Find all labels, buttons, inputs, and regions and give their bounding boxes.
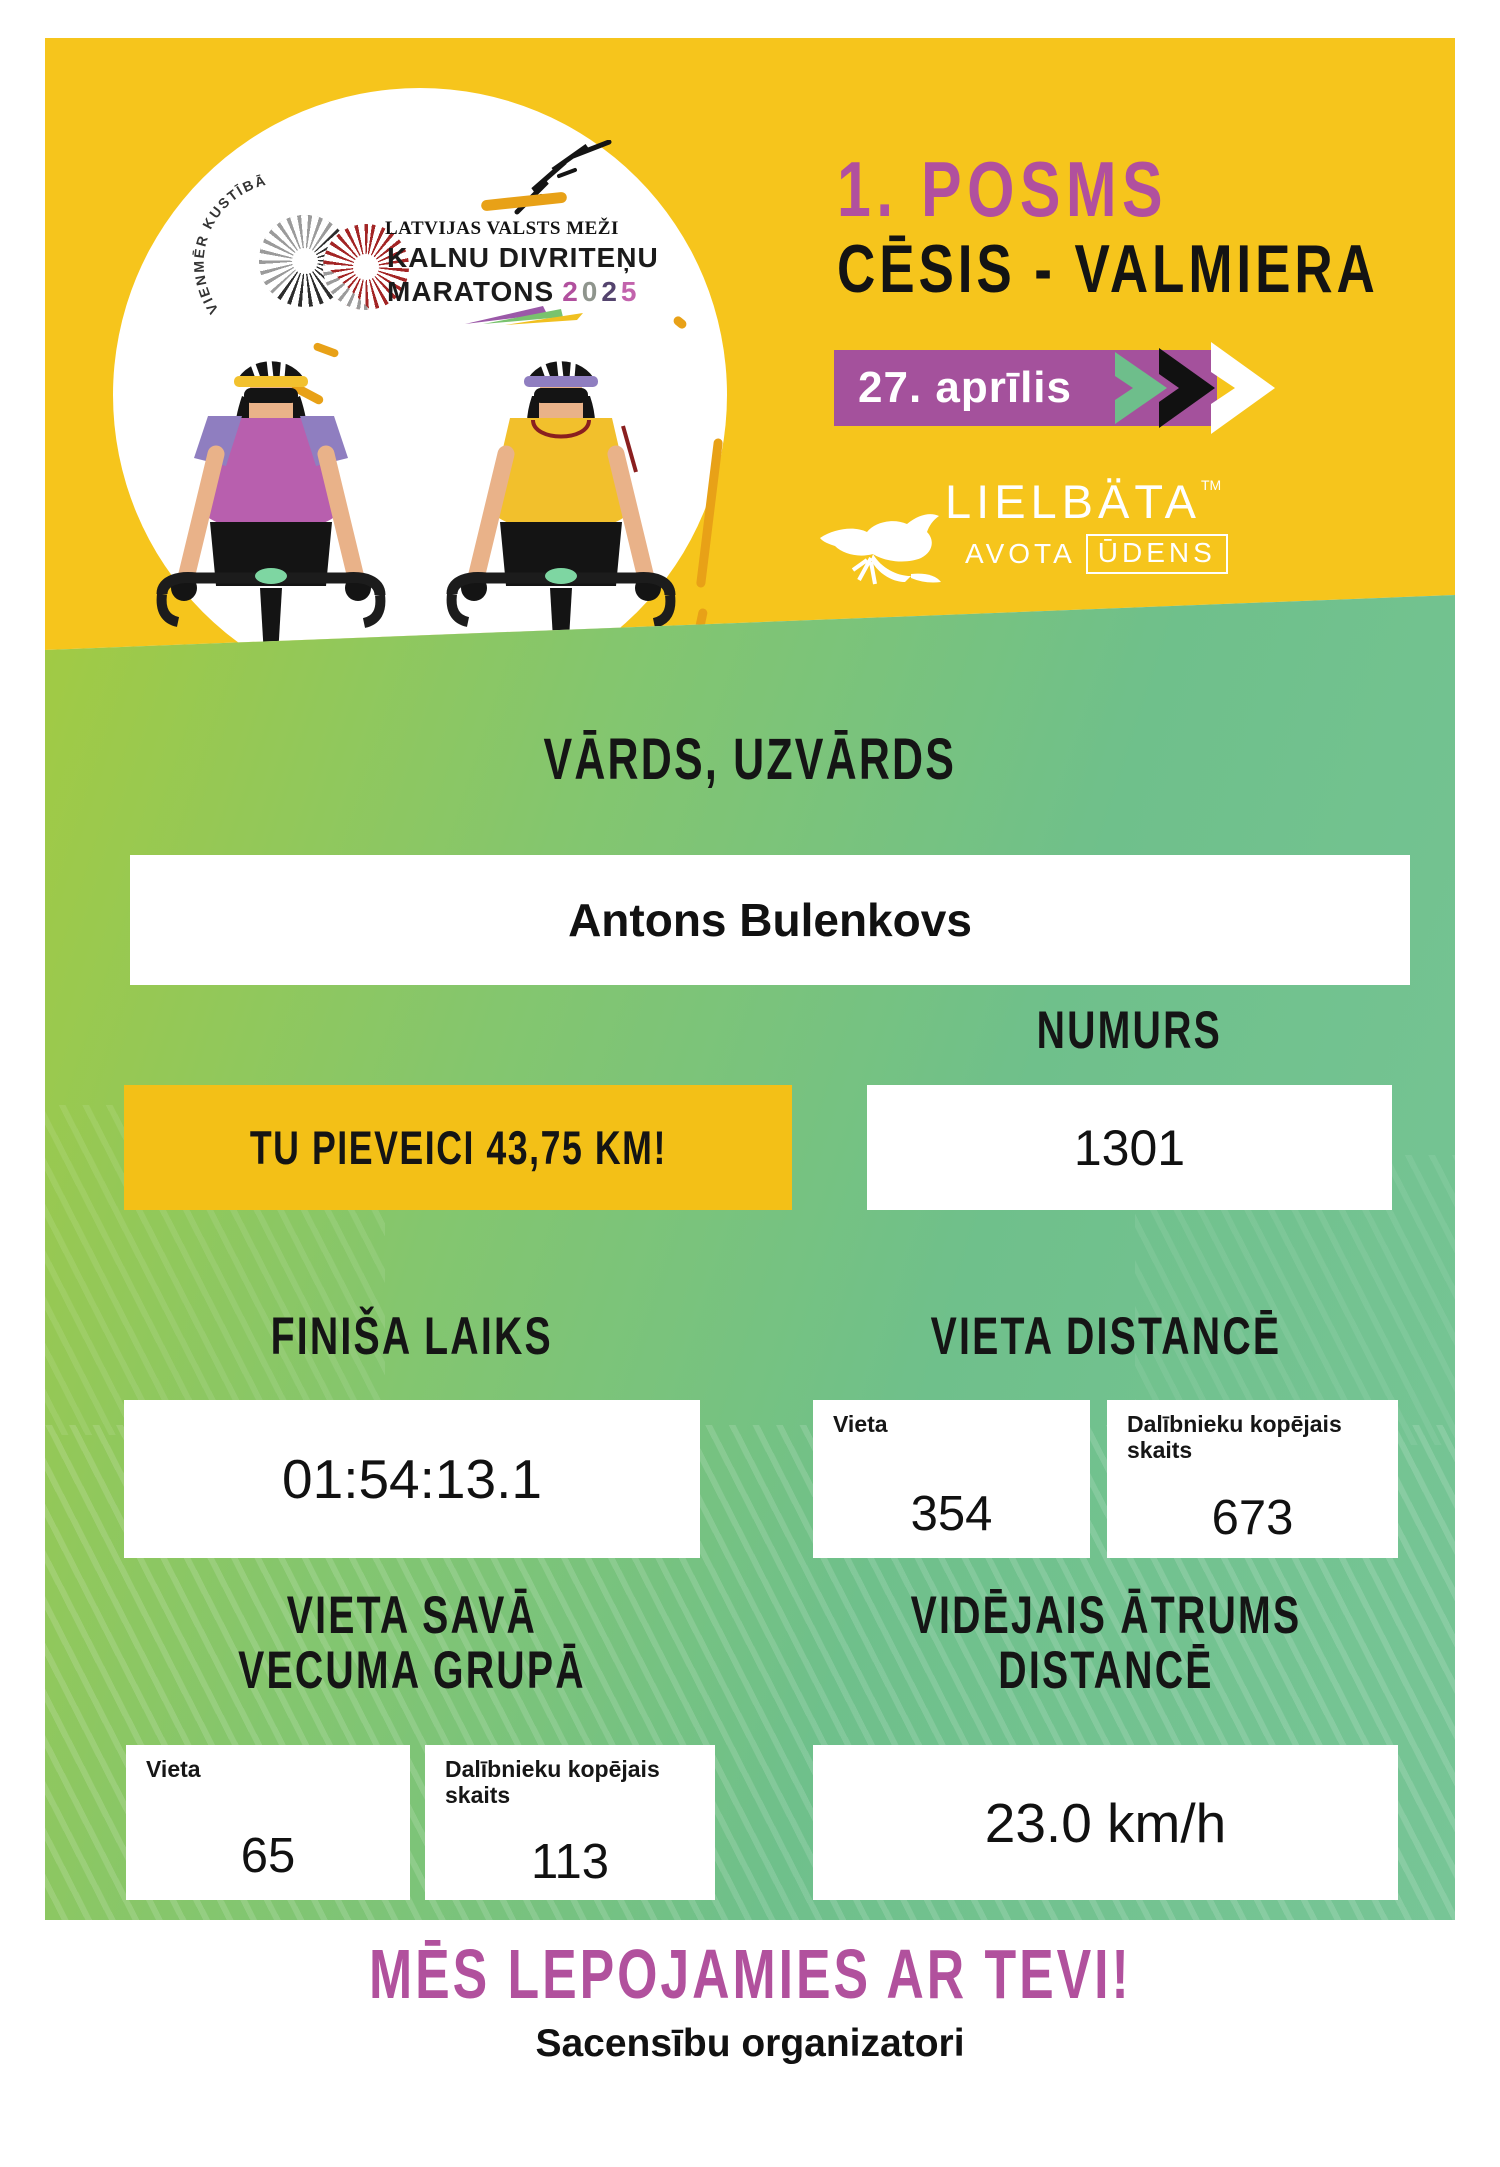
participants-age-group-value: 113 [530, 1835, 610, 1889]
event-name-line1: KALNU DIVRITEŅU [387, 242, 659, 273]
participants-age-group-box: Dalībnieku kopējais skaits 113 [425, 1745, 715, 1900]
avg-speed-box: 23.0 km/h [813, 1745, 1398, 1900]
results-section-background [45, 595, 1455, 1920]
place-distance-label: VIETA DISTANCĒ [930, 1307, 1281, 1366]
footer-organizers: Sacensību organizatori [535, 2022, 965, 2065]
place-age-group-box: Vieta 65 [126, 1745, 410, 1900]
place-distance-box: Vieta 354 [813, 1400, 1090, 1558]
sponsor-logo: LIELBÄTATM AVOTA ŪDENS [815, 474, 1275, 594]
sponsor-subtitle: AVOTA ŪDENS [965, 534, 1228, 574]
distance-banner: TU PIEVEICI 43,75 KM! [124, 1085, 792, 1210]
stage-title: 1. POSMS [837, 145, 1169, 233]
route-title: CĒSIS - VALMIERA [837, 231, 1379, 307]
avg-speed-label: VIDĒJAIS ĀTRUMS DISTANCĒ [910, 1586, 1301, 1701]
place-age-group-value: 65 [240, 1829, 296, 1883]
date-badge: 27. aprīlis [834, 350, 1217, 426]
bib-number: 1301 [1073, 1119, 1186, 1176]
place-distance-value: 354 [910, 1487, 993, 1541]
participants-distance-value: 673 [1211, 1491, 1294, 1545]
age-group-label: VIETA SAVĀ VECUMA GRUPĀ [238, 1586, 586, 1701]
cyclists-illustration [156, 349, 676, 650]
participants-label: Dalībnieku kopējais skaits [1127, 1411, 1342, 1463]
pinwheel-icon [323, 224, 409, 310]
motto-arc-text: VIENMĒR KUSTĪBĀ [191, 172, 269, 317]
svg-text:VIENMĒR KUSTĪBĀ: VIENMĒR KUSTĪBĀ [191, 172, 269, 317]
place-label: Vieta [146, 1756, 201, 1782]
number-value-box: 1301 [867, 1085, 1392, 1210]
finish-time-box: 01:54:13.1 [124, 1400, 700, 1558]
date-text: 27. aprīlis [858, 363, 1073, 412]
header-section: VIENMĒR KUSTĪBĀ LATVIJAS VALSTS MEŽI KAL… [45, 38, 1455, 650]
swoosh-decoration [465, 306, 583, 325]
event-year: 2025 [562, 276, 641, 307]
sponsor-name: LIELBÄTATM [945, 475, 1222, 528]
participant-name: Antons Bulenkovs [568, 894, 972, 946]
distance-banner-text: TU PIEVEICI 43,75 KM! [249, 1121, 667, 1174]
finish-time-label: FINIŠA LAIKS [270, 1307, 554, 1366]
name-value-box: Antons Bulenkovs [130, 855, 1410, 985]
footer-slogan: MĒS LEPOJAMIES AR TEVI! [368, 1935, 1132, 2013]
participants-label: Dalībnieku kopējais skaits [445, 1756, 660, 1808]
bird-icon [820, 514, 941, 585]
name-section-label: VĀRDS, UZVĀRDS [543, 727, 957, 792]
participants-distance-box: Dalībnieku kopējais skaits 673 [1107, 1400, 1398, 1558]
place-label: Vieta [833, 1411, 888, 1437]
avg-speed-value: 23.0 km/h [984, 1791, 1227, 1854]
finish-time-value: 01:54:13.1 [282, 1448, 542, 1510]
number-section-label: NUMURS [1036, 1001, 1223, 1060]
event-name-line2: MARATONS 2025 [387, 276, 641, 307]
chevron-arrows-icon [1115, 342, 1275, 434]
organizer-name: LATVIJAS VALSTS MEŽI [385, 218, 619, 239]
